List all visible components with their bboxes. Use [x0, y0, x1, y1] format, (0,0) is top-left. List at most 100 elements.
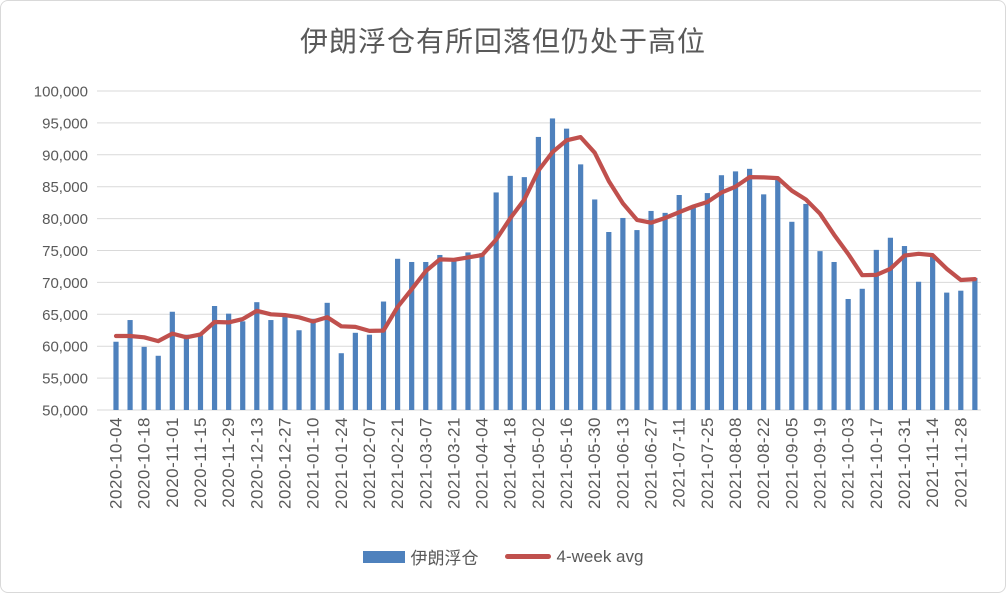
y-axis-tick-label: 70,000 — [42, 275, 88, 292]
bar — [338, 353, 344, 410]
y-axis-tick-label: 80,000 — [42, 211, 88, 228]
bar — [310, 318, 316, 410]
x-axis-tick-label: 2021-10-17 — [867, 417, 886, 509]
y-axis-tick-label: 85,000 — [42, 179, 88, 196]
bar — [465, 252, 471, 410]
x-axis-tick-label: 2021-06-27 — [642, 417, 661, 509]
bar — [648, 210, 654, 410]
bar — [282, 316, 288, 410]
y-axis-tick-label: 60,000 — [42, 339, 88, 356]
bar — [676, 194, 682, 410]
chart-legend: 伊朗浮仓 4-week avg — [0, 544, 1006, 569]
bar — [817, 251, 823, 410]
y-axis-tick-label: 90,000 — [42, 147, 88, 164]
bar — [831, 261, 837, 410]
bar — [887, 237, 893, 410]
x-axis-tick-label: 2021-05-30 — [585, 417, 604, 509]
bar — [479, 253, 485, 410]
bar — [662, 212, 668, 410]
x-axis-tick-label: 2021-01-24 — [332, 417, 351, 509]
bar — [183, 334, 189, 410]
bar — [437, 254, 443, 410]
bar — [141, 346, 147, 410]
bar — [915, 281, 922, 410]
x-axis-tick-label: 2020-11-15 — [191, 417, 210, 508]
x-axis-tick-label: 2021-09-19 — [811, 417, 830, 509]
y-axis-tick-label: 50,000 — [42, 403, 88, 420]
line-series-swatch — [504, 554, 551, 559]
y-axis-tick-label: 100,000 — [34, 84, 88, 101]
bar — [563, 128, 570, 410]
bar — [240, 321, 246, 410]
bar — [155, 355, 161, 410]
bar — [972, 277, 978, 410]
y-axis-labels: 50,000 55,000 60,000 65,000 70,000 75,000 80,0… — [34, 84, 88, 420]
bar — [324, 302, 330, 410]
bar — [296, 330, 302, 410]
y-axis-tick-label: 55,000 — [42, 371, 88, 388]
x-axis-tick-label: 2020-12-13 — [247, 417, 266, 509]
legend-item-bars: 伊朗浮仓 — [362, 544, 479, 569]
bar — [873, 249, 879, 410]
bar — [704, 193, 710, 410]
bar — [901, 246, 908, 410]
bar — [268, 320, 274, 410]
bar — [254, 302, 260, 410]
bar — [578, 164, 584, 410]
bar — [197, 335, 204, 410]
bar — [775, 177, 781, 410]
x-axis-tick-label: 2021-05-16 — [557, 417, 576, 509]
x-axis-tick-label: 2021-11-14 — [923, 417, 942, 508]
bar — [859, 288, 865, 410]
x-axis-tick-label: 2021-01-10 — [304, 417, 323, 509]
bar — [718, 175, 725, 410]
bar — [634, 230, 640, 410]
bar — [113, 341, 119, 410]
x-axis-tick-label: 2021-11-28 — [951, 417, 970, 508]
bar-series-swatch — [362, 550, 405, 563]
bar — [451, 260, 457, 410]
x-axis-tick-label: 2021-09-05 — [782, 417, 801, 509]
bar — [606, 231, 612, 410]
bar — [789, 221, 795, 410]
bar — [409, 261, 415, 410]
x-axis-tick-label: 2021-10-31 — [895, 417, 914, 509]
bar — [761, 194, 767, 410]
x-axis-tick-label: 2021-08-22 — [754, 417, 773, 509]
bar — [549, 118, 556, 411]
bar — [535, 136, 541, 410]
x-axis-tick-label: 2020-11-29 — [219, 417, 238, 508]
bar — [732, 171, 739, 410]
bar — [507, 175, 513, 410]
avg-line — [113, 135, 978, 344]
bar — [845, 298, 851, 410]
bar — [395, 258, 401, 410]
bar — [620, 217, 626, 410]
bar — [944, 292, 950, 410]
chart-title: 伊朗浮仓有所回落但仍处于高位 — [299, 26, 706, 57]
y-axis-tick-label: 75,000 — [42, 243, 88, 260]
bar — [423, 261, 429, 410]
legend-item-line: 4-week avg — [504, 547, 643, 567]
bar — [958, 290, 964, 410]
bar — [169, 311, 175, 410]
x-axis-tick-label: 2021-03-07 — [416, 417, 435, 509]
bar — [380, 301, 387, 410]
bar — [226, 313, 232, 410]
legend-label-bars: 伊朗浮仓 — [410, 549, 479, 568]
x-axis-tick-label: 2021-08-08 — [726, 417, 745, 509]
bar-series — [113, 118, 978, 411]
x-axis-tick-label: 2021-06-13 — [613, 417, 632, 509]
x-axis-tick-label: 2021-02-07 — [360, 417, 379, 509]
x-axis-tick-label: 2020-12-27 — [276, 417, 295, 509]
x-axis-tick-label: 2021-03-21 — [444, 417, 463, 509]
y-axis-tick-label: 95,000 — [42, 115, 88, 132]
x-axis-tick-label: 2020-10-18 — [135, 417, 154, 509]
x-axis-tick-label: 2020-11-01 — [163, 417, 182, 508]
bar — [521, 177, 527, 410]
bar — [747, 168, 753, 410]
bar — [366, 334, 373, 410]
x-axis-labels: 2020-10-04 2020-10-18 2020-11-01 2020-11-15… — [107, 417, 971, 509]
